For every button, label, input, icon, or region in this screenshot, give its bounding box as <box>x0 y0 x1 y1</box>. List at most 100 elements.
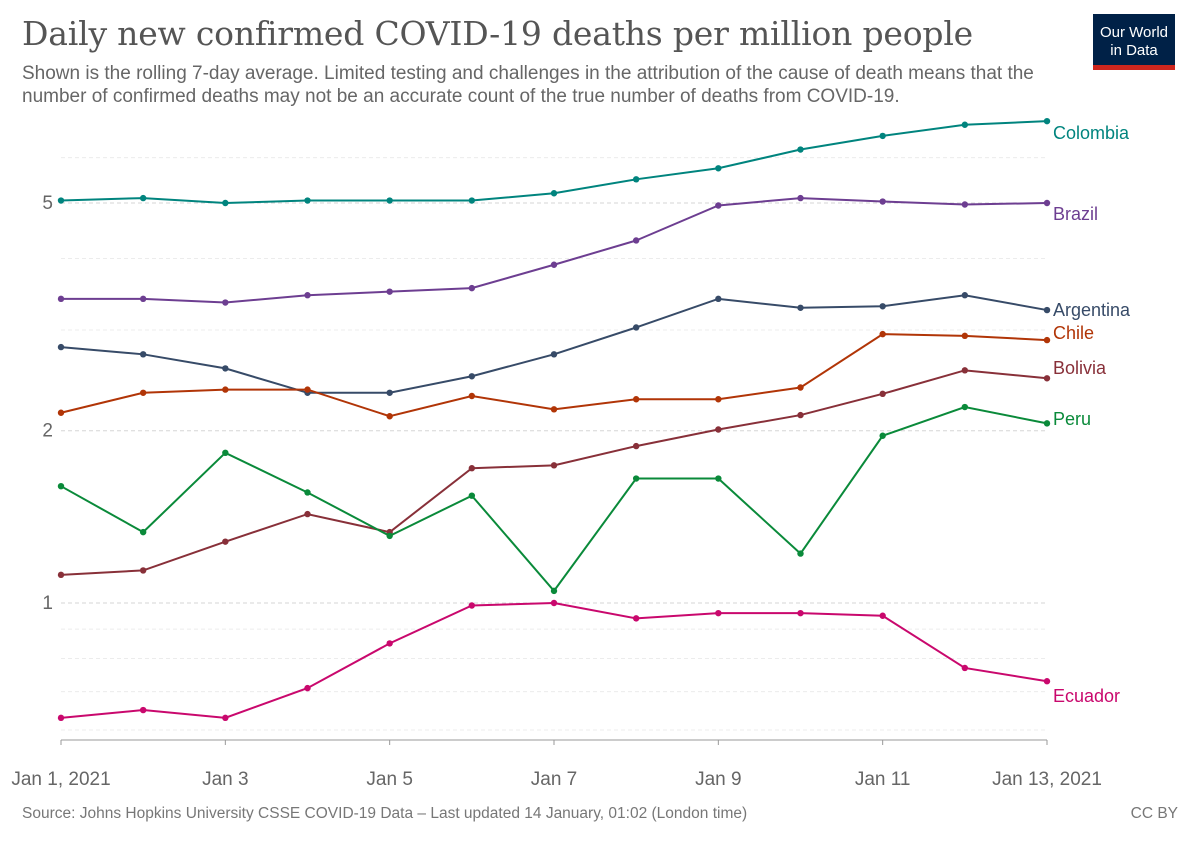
data-point-colombia <box>961 121 969 128</box>
data-point-chile <box>1043 336 1051 344</box>
data-point-peru <box>468 492 476 499</box>
data-point-ecuador <box>304 684 311 692</box>
series-line-chile <box>60 333 1048 418</box>
data-point-chile <box>304 386 311 393</box>
data-point-chile <box>468 392 476 400</box>
x-tick-label: Jan 9 <box>695 769 741 790</box>
series-label-bolivia: Bolivia <box>1053 358 1107 378</box>
license-link[interactable]: CC BY <box>1130 805 1178 822</box>
x-tick-label: Jan 5 <box>366 769 412 790</box>
data-point-chile <box>386 413 393 420</box>
series-line-brazil <box>61 197 1048 304</box>
data-point-chile <box>632 396 640 403</box>
series-label-brazil: Brazil <box>1053 204 1098 224</box>
series-label-ecuador: Ecuador <box>1053 686 1120 706</box>
data-point-peru <box>222 449 229 457</box>
series-line-argentina <box>60 294 1048 394</box>
data-point-colombia <box>468 197 476 204</box>
data-point-bolivia <box>550 462 558 469</box>
data-point-ecuador <box>961 664 969 672</box>
series-line-bolivia <box>60 369 1048 576</box>
data-point-colombia <box>222 199 229 207</box>
data-point-brazil <box>139 295 147 303</box>
chart-subtitle: Shown is the rolling 7-day average. Limi… <box>22 63 1034 107</box>
data-point-peru <box>1043 420 1051 427</box>
data-point-brazil <box>632 237 640 244</box>
data-point-brazil <box>222 299 229 306</box>
x-tick-label: Jan 13, 2021 <box>992 769 1102 790</box>
data-point-brazil <box>797 194 804 202</box>
data-point-bolivia <box>1043 375 1051 382</box>
y-tick-label: 5 <box>42 193 53 214</box>
series-label-peru: Peru <box>1053 409 1091 429</box>
data-point-argentina <box>222 365 229 372</box>
data-point-bolivia <box>468 465 476 472</box>
data-point-argentina <box>715 295 722 303</box>
data-point-chile <box>715 396 722 403</box>
data-point-peru <box>632 475 640 482</box>
data-point-peru <box>879 432 886 439</box>
data-point-colombia <box>879 132 886 140</box>
data-point-ecuador <box>139 706 147 714</box>
data-point-ecuador <box>715 609 722 617</box>
data-point-peru <box>961 403 969 411</box>
y-tick-label: 2 <box>42 421 53 442</box>
series-line-ecuador <box>60 601 1048 719</box>
data-point-chile <box>879 330 886 338</box>
data-point-argentina <box>1043 306 1051 314</box>
owid-logo[interactable]: Our World in Data <box>1093 14 1175 70</box>
logo-line-2: in Data <box>1110 42 1158 59</box>
data-point-peru <box>304 489 311 496</box>
data-point-peru <box>386 532 393 540</box>
logo-line-1: Our World <box>1099 24 1169 41</box>
series-label-colombia: Colombia <box>1053 123 1130 143</box>
data-point-bolivia <box>715 426 722 433</box>
data-point-ecuador <box>468 602 476 609</box>
data-point-chile <box>139 389 147 396</box>
data-point-colombia <box>304 197 311 204</box>
data-point-argentina <box>139 351 147 358</box>
source-note[interactable]: Source: Johns Hopkins University CSSE CO… <box>22 805 748 822</box>
data-point-argentina <box>550 351 558 358</box>
data-point-ecuador <box>632 615 640 622</box>
data-point-brazil <box>386 288 393 295</box>
data-point-peru <box>139 528 147 536</box>
y-tick-label: 1 <box>42 593 53 614</box>
data-point-peru <box>797 550 804 557</box>
data-point-brazil <box>879 198 886 205</box>
data-point-ecuador <box>550 599 558 607</box>
data-point-ecuador <box>879 612 886 619</box>
data-point-chile <box>57 409 65 416</box>
series-label-chile: Chile <box>1053 323 1094 343</box>
data-point-colombia <box>139 194 147 202</box>
data-point-brazil <box>550 261 558 268</box>
data-point-colombia <box>550 190 558 197</box>
data-point-colombia <box>57 197 65 204</box>
data-point-chile <box>222 386 229 393</box>
data-point-colombia <box>797 146 804 153</box>
data-point-bolivia <box>304 510 311 518</box>
data-point-brazil <box>715 202 722 209</box>
data-point-ecuador <box>386 640 393 647</box>
data-point-peru <box>715 475 722 482</box>
data-point-brazil <box>1043 199 1051 207</box>
x-tick-label: Jan 3 <box>202 769 248 790</box>
data-point-argentina <box>961 292 969 299</box>
data-point-peru <box>57 482 65 490</box>
data-point-colombia <box>632 176 640 183</box>
data-point-brazil <box>57 295 65 303</box>
data-point-brazil <box>304 292 311 299</box>
data-point-ecuador <box>797 609 804 617</box>
data-point-colombia <box>1043 117 1051 125</box>
data-point-colombia <box>386 197 393 204</box>
x-tick-label: Jan 1, 2021 <box>11 769 110 790</box>
data-point-ecuador <box>57 714 65 722</box>
data-point-ecuador <box>222 714 229 722</box>
series-line-peru <box>60 406 1048 593</box>
data-point-chile <box>961 332 969 340</box>
data-point-ecuador <box>1043 678 1051 685</box>
data-point-brazil <box>961 201 969 208</box>
data-point-chile <box>797 384 804 391</box>
data-point-bolivia <box>797 411 804 419</box>
